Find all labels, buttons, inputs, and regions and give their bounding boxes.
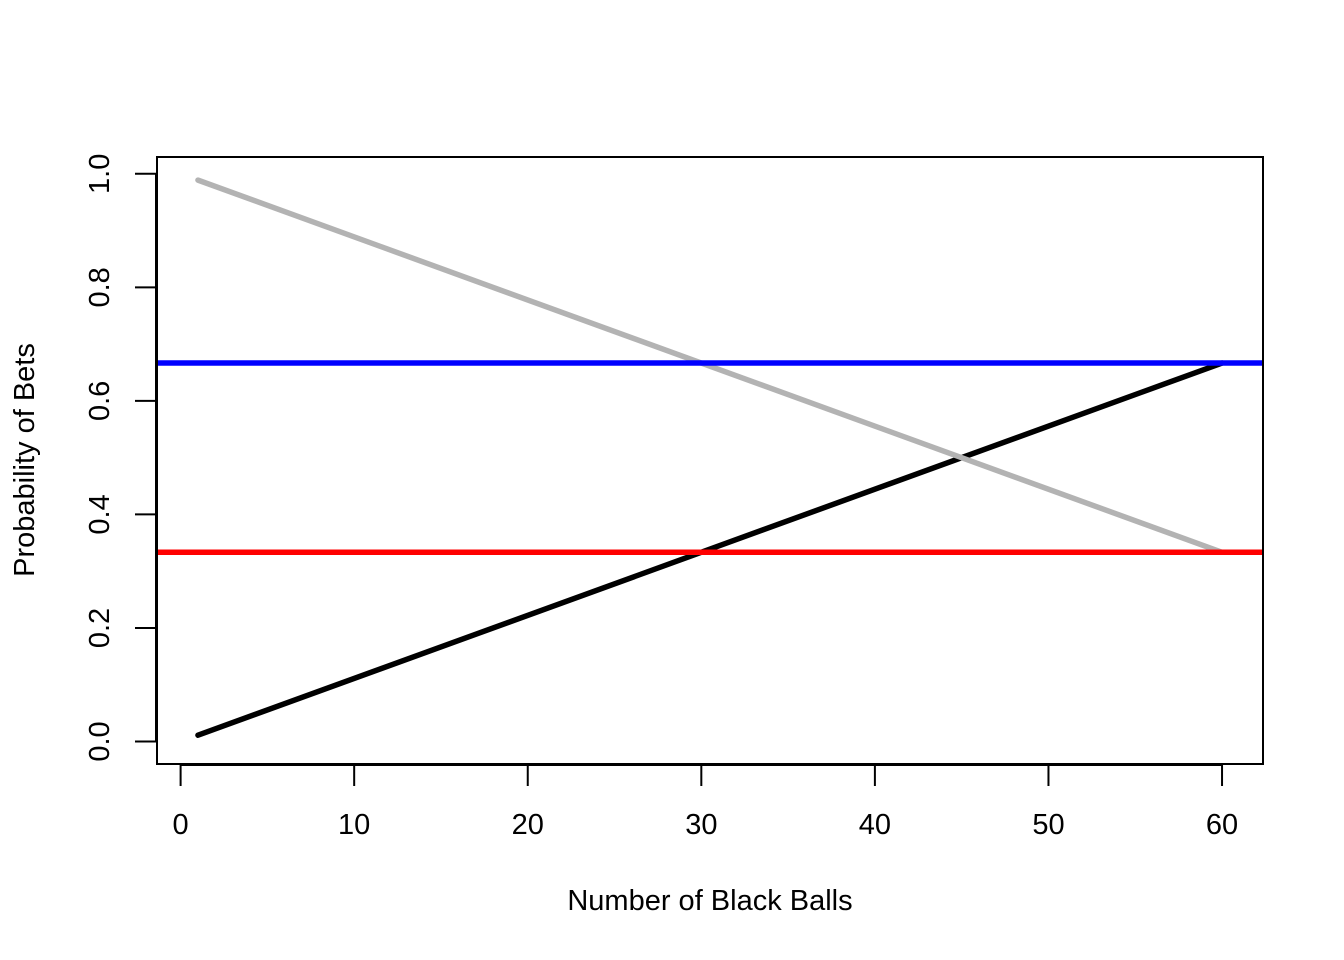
y-tick-label: 0.6 — [84, 381, 116, 421]
y-tick-label: 1.0 — [84, 154, 116, 194]
series-line-2 — [195, 177, 1225, 556]
x-tick-label: 0 — [173, 809, 189, 841]
y-tick-label: 0.2 — [84, 608, 116, 648]
x-axis-title: Number of Black Balls — [567, 885, 852, 917]
x-tick-label: 20 — [512, 809, 544, 841]
y-tick-label: 0.0 — [84, 721, 116, 761]
y-axis-title: Probability of Bets — [9, 343, 41, 577]
x-tick-label: 10 — [338, 809, 370, 841]
series-layer — [157, 177, 1263, 738]
x-axis: 0 10 20 30 40 50 60 — [173, 764, 1238, 841]
x-tick-label: 60 — [1206, 809, 1238, 841]
y-tick-label: 0.4 — [84, 494, 116, 534]
plot-frame — [156, 156, 1264, 765]
x-tick-label: 30 — [685, 809, 717, 841]
y-tick-label: 0.8 — [84, 267, 116, 307]
x-tick-label: 50 — [1032, 809, 1064, 841]
x-tick-label: 40 — [859, 809, 891, 841]
y-axis: 0.0 0.2 0.4 0.6 0.8 1.0 — [84, 154, 157, 762]
series-line-1 — [195, 360, 1225, 738]
